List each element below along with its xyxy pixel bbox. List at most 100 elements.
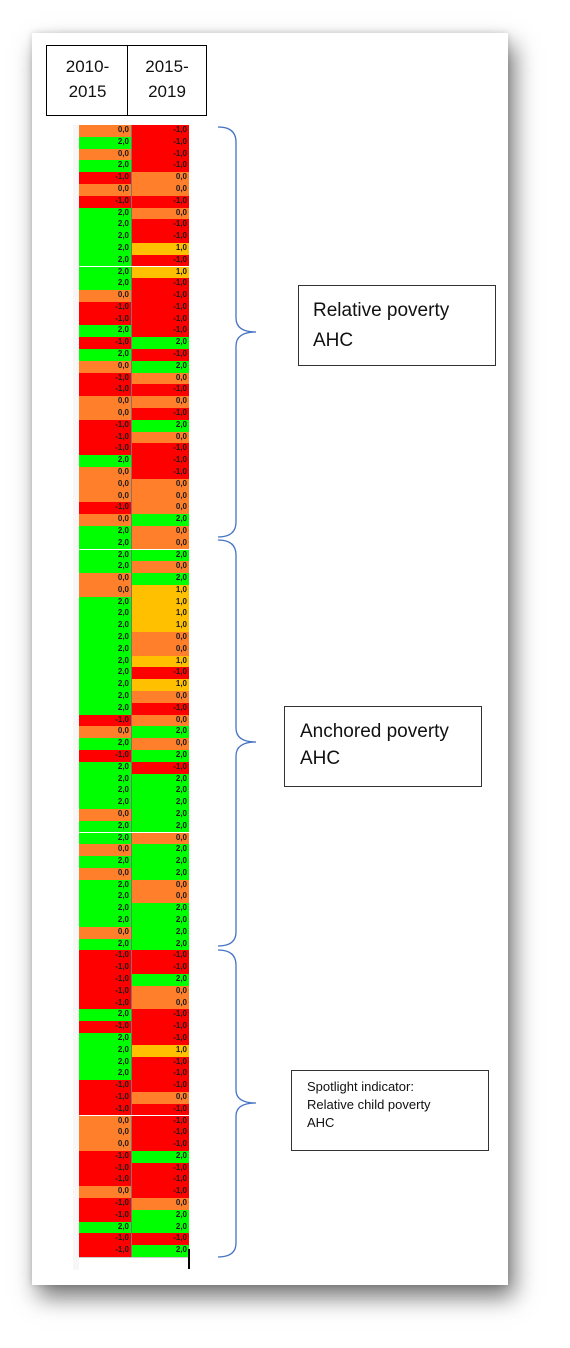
table-row: 2,0 -1,0: [79, 1009, 189, 1022]
table-row: 2,0 0,0: [79, 561, 189, 574]
table-row: -1,0 -1,0: [79, 443, 189, 456]
table-row: 2,0 1,0: [79, 679, 189, 691]
text-cursor: [188, 1249, 190, 1269]
table-row: 2,0 2,0: [79, 785, 189, 798]
cell-2015-2019: 0,0: [132, 1091, 189, 1104]
table-row: 2,0 -1,0: [79, 325, 189, 338]
table-row: -1,0 0,0: [79, 502, 189, 515]
cell-2010-2015: 2,0: [79, 832, 132, 845]
table-row: 0,0 -1,0: [79, 125, 189, 137]
cell-2010-2015: 0,0: [79, 926, 132, 939]
cell-2010-2015: 2,0: [79, 1044, 132, 1057]
table-row: 2,0 -1,0: [79, 1056, 189, 1069]
cell-2010-2015: -1,0: [79, 1091, 132, 1104]
table-row: -1,0 0,0: [79, 172, 189, 184]
table-row: 2,0 2,0: [79, 856, 189, 868]
table-row: -1,0 2,0: [79, 337, 189, 350]
cell-2015-2019: -1,0: [132, 408, 189, 420]
cell-2015-2019: 0,0: [132, 714, 189, 727]
cell-2015-2019: 0,0: [132, 490, 189, 503]
table-row: 2,0 1,0: [79, 608, 189, 621]
table-row: 2,0 -1,0: [79, 136, 189, 149]
cell-2015-2019: -1,0: [132, 384, 189, 397]
label-line: Relative child poverty: [307, 1097, 431, 1112]
cell-2015-2019: -1,0: [132, 1056, 189, 1069]
cell-2010-2015: -1,0: [79, 1209, 132, 1222]
cell-2015-2019: -1,0: [132, 950, 189, 963]
table-row: 2,0 2,0: [79, 549, 189, 562]
cell-2015-2019: 2,0: [132, 808, 189, 821]
column-header-line: 2010-: [65, 57, 110, 76]
cell-2010-2015: 2,0: [79, 738, 132, 750]
cell-2015-2019: 2,0: [132, 360, 189, 373]
cell-2015-2019: -1,0: [132, 1032, 189, 1045]
cell-2010-2015: -1,0: [79, 384, 132, 397]
table-row: 0,0 -1,0: [79, 290, 189, 302]
table-row: -1,0 0,0: [79, 997, 189, 1010]
cell-2015-2019: 0,0: [132, 431, 189, 444]
cell-2010-2015: -1,0: [79, 301, 132, 314]
cell-2015-2019: 1,0: [132, 584, 189, 597]
cell-2010-2015: -1,0: [79, 172, 132, 184]
cell-2010-2015: 2,0: [79, 1056, 132, 1069]
cell-2015-2019: 0,0: [132, 172, 189, 184]
table-row: 2,0 0,0: [79, 879, 189, 892]
cell-2015-2019: 2,0: [132, 514, 189, 526]
cell-2015-2019: 2,0: [132, 337, 189, 350]
table-row: 0,0 -1,0: [79, 408, 189, 420]
cell-2015-2019: -1,0: [132, 1174, 189, 1187]
cell-2015-2019: -1,0: [132, 1068, 189, 1081]
cell-2010-2015: 0,0: [79, 125, 132, 137]
table-row: -1,0 0,0: [79, 1091, 189, 1104]
cell-2015-2019: -1,0: [132, 136, 189, 149]
label-line: AHC: [300, 748, 341, 769]
label-line: Anchored poverty: [300, 721, 449, 742]
table-row: 0,0 -1,0: [79, 466, 189, 479]
cell-2010-2015: 2,0: [79, 667, 132, 680]
cell-2015-2019: 0,0: [132, 832, 189, 845]
table-row: 0,0 2,0: [79, 926, 189, 939]
cell-2015-2019: -1,0: [132, 1162, 189, 1175]
cell-2010-2015: 0,0: [79, 584, 132, 597]
brace-anchored-poverty: [217, 539, 257, 947]
brace-relative-poverty: [217, 126, 257, 538]
brace-spotlight-indicator: [217, 949, 257, 1258]
cell-2010-2015: 0,0: [79, 396, 132, 408]
table-row: -1,0 -1,0: [79, 1174, 189, 1187]
cell-2010-2015: -1,0: [79, 1150, 132, 1163]
cell-2015-2019: -1,0: [132, 1009, 189, 1022]
cell-2015-2019: 2,0: [132, 785, 189, 798]
table-row: 2,0 -1,0: [79, 254, 189, 267]
cell-2015-2019: -1,0: [132, 466, 189, 479]
table-row: 2,0 -1,0: [79, 219, 189, 232]
table-row: -1,0 -1,0: [79, 1162, 189, 1175]
table-row: 0,0 -1,0: [79, 148, 189, 161]
cell-2015-2019: 0,0: [132, 525, 189, 538]
table-row: -1,0 -1,0: [79, 962, 189, 974]
table-row: 2,0 1,0: [79, 266, 189, 279]
table-row: -1,0 2,0: [79, 1150, 189, 1163]
cell-2010-2015: 2,0: [79, 785, 132, 798]
table-row: 2,0 2,0: [79, 938, 189, 951]
table-row: -1,0 0,0: [79, 1198, 189, 1210]
cell-2015-2019: -1,0: [132, 667, 189, 680]
table-row: -1,0 -1,0: [79, 1103, 189, 1116]
table-row: -1,0 2,0: [79, 1245, 189, 1257]
cell-2010-2015: 2,0: [79, 915, 132, 927]
table-row: 0,0 2,0: [79, 573, 189, 585]
cell-2010-2015: -1,0: [79, 195, 132, 208]
cell-2015-2019: 1,0: [132, 608, 189, 621]
cell-2010-2015: 2,0: [79, 254, 132, 267]
label-line: AHC: [313, 330, 354, 351]
cell-2015-2019: -1,0: [132, 125, 189, 137]
cell-2015-2019: -1,0: [132, 349, 189, 361]
cell-2015-2019: -1,0: [132, 1127, 189, 1140]
cell-2010-2015: -1,0: [79, 962, 132, 974]
cell-2010-2015: -1,0: [79, 337, 132, 350]
cell-2010-2015: 2,0: [79, 691, 132, 703]
cell-2010-2015: 0,0: [79, 148, 132, 161]
cell-2010-2015: -1,0: [79, 974, 132, 986]
cell-2010-2015: -1,0: [79, 431, 132, 444]
cell-2015-2019: 2,0: [132, 549, 189, 562]
table-row: 2,0 1,0: [79, 1044, 189, 1057]
